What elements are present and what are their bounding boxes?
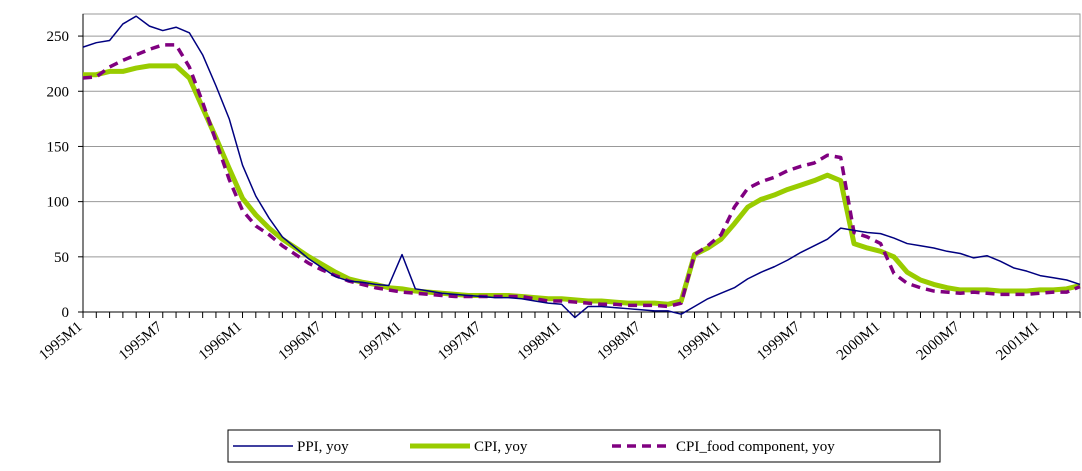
plot-area [82,13,1081,313]
x-tick-label: 1998M7 [595,318,645,363]
x-tick-label: 1996M1 [196,319,245,364]
legend: PPI, yoy CPI, yoy CPI_food component, yoy [227,429,941,463]
y-tick-label: 100 [47,195,70,211]
x-tick-label: 1999M1 [674,319,723,364]
x-tick-label: 2000M1 [834,319,883,364]
x-tick-label: 1995M7 [116,318,166,363]
x-tick-label: 1998M1 [515,319,564,364]
x-tick-label: 1997M7 [435,318,485,363]
y-tick-label: 0 [62,305,70,321]
series-line [82,43,1081,309]
legend-label: CPI, yoy [474,439,528,455]
x-tick-label: 1999M7 [754,318,804,363]
y-tick-label: 250 [47,29,70,45]
x-tick-label: 1995M1 [36,319,85,364]
series-line [82,15,1081,319]
x-tick-label: 2000M7 [914,318,964,363]
y-tick-label: 150 [47,139,70,155]
y-tick-label: 200 [47,84,70,100]
x-tick-label: 2001M1 [993,319,1042,364]
x-tick-label: 1996M7 [276,318,326,363]
y-tick-label: 50 [54,250,69,266]
series-line [83,63,1081,307]
x-tick-label: 1997M1 [355,319,404,364]
legend-label: PPI, yoy [297,439,349,455]
legend-label: CPI_food component, yoy [676,439,835,455]
legend-box [227,429,941,463]
